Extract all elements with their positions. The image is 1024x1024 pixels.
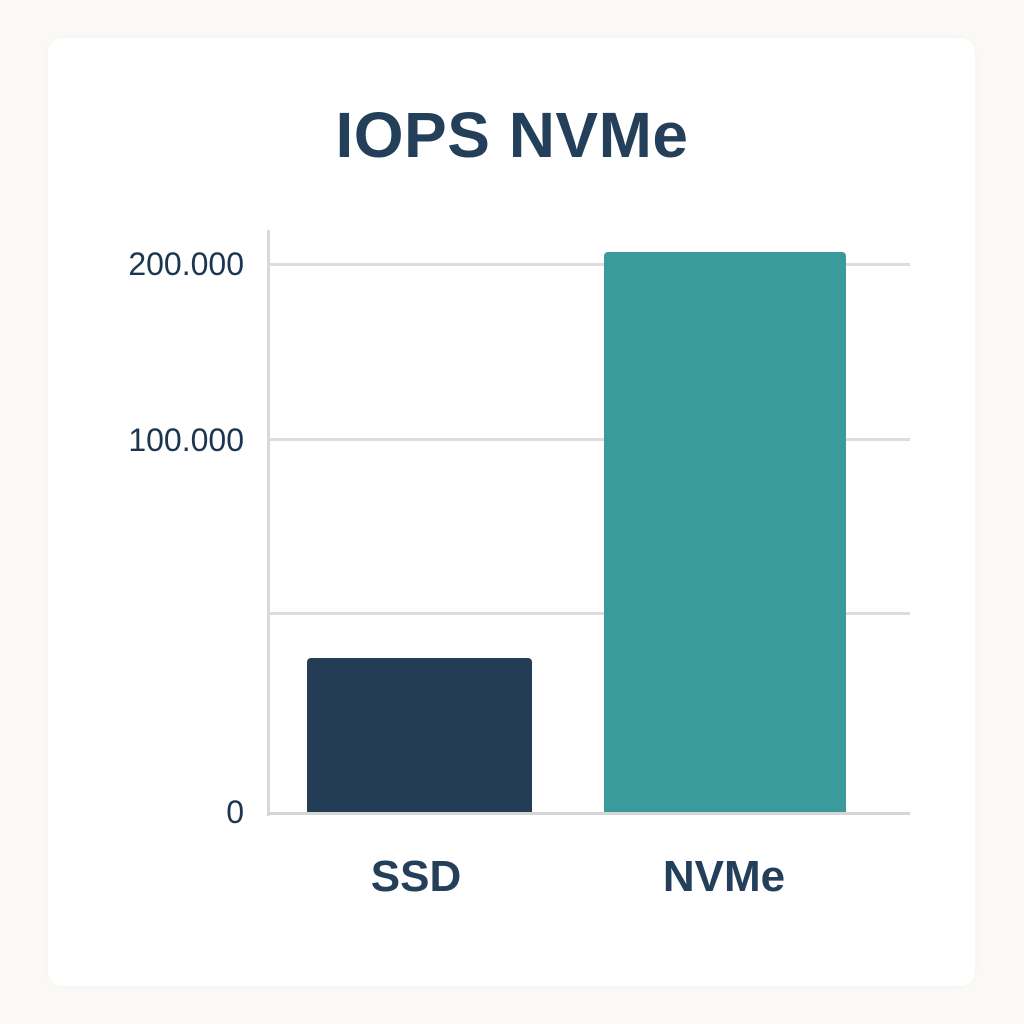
y-axis-line: [267, 230, 270, 816]
y-tick-label-0: 0: [226, 794, 244, 830]
y-tick-label-100000: 100.000: [128, 422, 244, 458]
y-tick-label-200000: 200.000: [128, 246, 244, 282]
x-label-nvme: NVMe: [662, 852, 786, 901]
gridline-50000: [270, 612, 910, 615]
bar-nvme: [604, 252, 846, 813]
gridline-200000: [270, 263, 910, 266]
x-label-ssd: SSD: [370, 852, 462, 901]
gridline-100000: [270, 438, 910, 441]
x-axis-line: [267, 812, 910, 815]
bar-ssd: [307, 658, 532, 813]
chart-title: IOPS NVMe: [335, 99, 689, 171]
